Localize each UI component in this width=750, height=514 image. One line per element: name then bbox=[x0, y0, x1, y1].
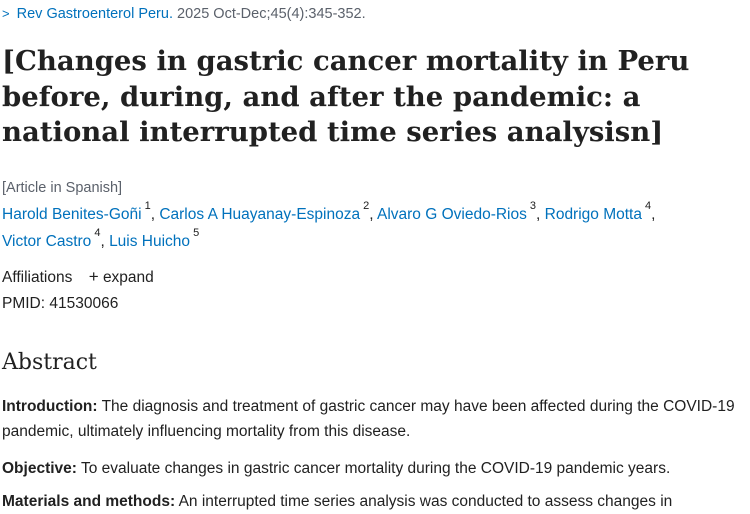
author-affiliation-number[interactable]: 3 bbox=[529, 200, 536, 212]
abstract-methods: Materials and methods: An interrupted ti… bbox=[2, 489, 742, 514]
affiliations-toggle[interactable]: Affiliations + expand bbox=[2, 267, 154, 287]
author-link[interactable]: Carlos A Huayanay-Espinoza bbox=[159, 206, 361, 223]
article-title: [Changes in gastric cancer mortality in … bbox=[2, 45, 690, 148]
journal-link[interactable]: Rev Gastroenterol Peru. bbox=[16, 6, 173, 22]
expand-button[interactable]: expand bbox=[102, 269, 154, 286]
author-affiliation-number[interactable]: 4 bbox=[644, 200, 652, 212]
plus-icon[interactable]: + bbox=[88, 267, 99, 286]
introduction-label: Introduction: bbox=[2, 398, 98, 415]
journal-citation: > Rev Gastroenterol Peru. 2025 Oct-Dec;4… bbox=[2, 5, 366, 23]
objective-text: To evaluate changes in gastric cancer mo… bbox=[76, 460, 671, 477]
pmid: PMID: 41530066 bbox=[2, 295, 119, 312]
author-link[interactable]: Alvaro G Oviedo-Rios bbox=[376, 206, 527, 223]
objective-label: Objective: bbox=[2, 460, 77, 477]
citation-details: 2025 Oct-Dec;45(4):345-352. bbox=[177, 6, 366, 22]
abstract-heading: Abstract bbox=[2, 350, 97, 375]
author-link[interactable]: Harold Benites-Goñi bbox=[2, 206, 142, 223]
methods-label: Materials and methods: bbox=[2, 493, 176, 510]
abstract-objective: Objective: To evaluate changes in gastri… bbox=[2, 456, 742, 481]
chevron-right-icon[interactable]: > bbox=[2, 6, 10, 21]
abstract-introduction: Introduction: The diagnosis and treatmen… bbox=[2, 394, 742, 444]
affiliations-label: Affiliations bbox=[2, 269, 73, 286]
author-affiliation-number[interactable]: 2 bbox=[363, 200, 370, 212]
author-link[interactable]: Victor Castro bbox=[2, 233, 92, 250]
methods-text: An interrupted time series analysis was … bbox=[175, 493, 673, 510]
author-affiliation-number[interactable]: 5 bbox=[193, 227, 200, 239]
language-note: [Article in Spanish] bbox=[2, 180, 123, 196]
author-list: Harold Benites-Goñi 1, Carlos A Huayanay-… bbox=[2, 200, 656, 250]
author-affiliation-number[interactable]: 4 bbox=[94, 227, 101, 239]
author-link[interactable]: Rodrigo Motta bbox=[544, 206, 642, 223]
author-link[interactable]: Luis Huicho bbox=[109, 233, 191, 250]
introduction-text: The diagnosis and treatment of gastric c… bbox=[2, 398, 735, 440]
author-affiliation-number[interactable]: 1 bbox=[144, 200, 151, 212]
